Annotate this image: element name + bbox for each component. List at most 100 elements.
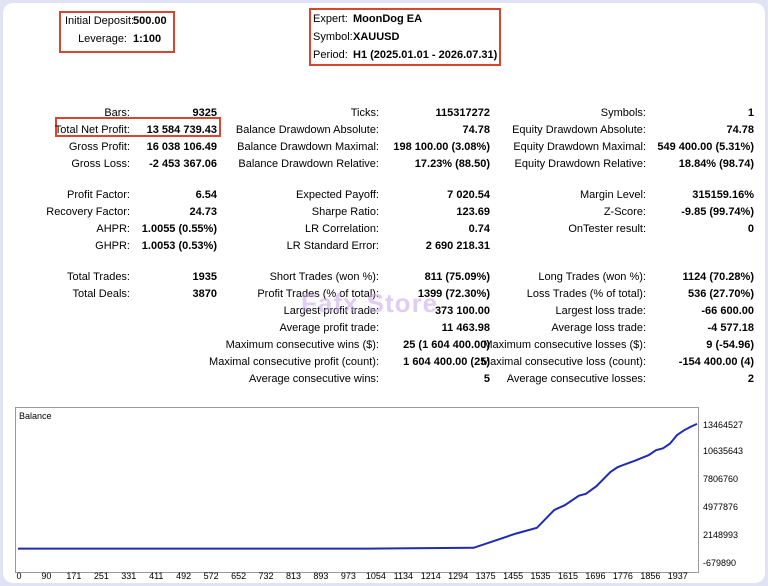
net-profit-box bbox=[55, 117, 221, 137]
avg-profit-label: Average profit trade: bbox=[279, 322, 379, 334]
x-tick-label: 893 bbox=[313, 571, 329, 581]
expert-label: Expert: bbox=[313, 13, 348, 25]
expected-payoff-value: 7 020.54 bbox=[447, 189, 490, 201]
symbol: Symbol:XAUUSD bbox=[313, 30, 399, 44]
long-trades-value: 1124 (70.28%) bbox=[682, 271, 754, 283]
expert-value: MoonDog EA bbox=[353, 13, 423, 25]
x-tick-label: 1455 bbox=[503, 571, 524, 581]
balance-dd-rel-value: 17.23% (88.50) bbox=[414, 158, 490, 170]
lr-std-error-label: LR Standard Error: bbox=[286, 240, 379, 252]
max-cons-wins-label: Maximum consecutive wins ($): bbox=[225, 339, 379, 351]
x-tick-label: 1214 bbox=[420, 571, 441, 581]
largest-profit-label: Largest profit trade: bbox=[283, 305, 379, 317]
expected-payoff-label: Expected Payoff: bbox=[296, 189, 379, 201]
profit-factor-label: Profit Factor: bbox=[67, 189, 130, 201]
loss-trades-label: Loss Trades (% of total): bbox=[526, 288, 646, 300]
x-tick-label: 973 bbox=[340, 571, 356, 581]
ghpr-label: GHPR: bbox=[95, 240, 130, 252]
profit-trades-value: 1399 (72.30%) bbox=[417, 288, 490, 300]
recovery-factor-label: Recovery Factor: bbox=[46, 206, 130, 218]
avg-loss-value: -4 577.18 bbox=[707, 322, 754, 334]
x-tick-label: 1776 bbox=[612, 571, 633, 581]
gross-loss-value: -2 453 367.06 bbox=[149, 158, 217, 170]
x-tick-label: 1937 bbox=[667, 571, 688, 581]
lr-correlation-value: 0.74 bbox=[468, 223, 490, 235]
leverage: Leverage: 1:100 bbox=[65, 32, 161, 46]
deposit-box bbox=[59, 11, 175, 53]
x-tick-label: 813 bbox=[285, 571, 302, 581]
expert: Expert: MoonDog EA bbox=[313, 12, 422, 26]
x-tick-label: 171 bbox=[66, 571, 82, 581]
ahpr-value: 1.0055 (0.55%) bbox=[141, 223, 217, 235]
short-trades-label: Short Trades (won %): bbox=[269, 271, 379, 283]
z-score-value: -9.85 (99.74%) bbox=[681, 206, 754, 218]
x-tick-label: 1535 bbox=[530, 571, 551, 581]
x-tick-label: 492 bbox=[176, 571, 192, 581]
x-tick-label: 331 bbox=[121, 571, 137, 581]
period: Period: H1 (2025.01.01 - 2026.07.31) bbox=[313, 48, 497, 62]
symbols-label: Symbols: bbox=[600, 107, 646, 119]
max-cons-losses-label: Maximum consecutive losses ($): bbox=[483, 339, 646, 351]
total-deals-label: Total Deals: bbox=[72, 288, 130, 300]
avg-cons-losses-value: 2 bbox=[747, 373, 754, 385]
balance-dd-max-label: Balance Drawdown Maximal: bbox=[237, 141, 379, 153]
profit-trades-label: Profit Trades (% of total): bbox=[257, 288, 379, 300]
avg-profit-value: 11 463.98 bbox=[441, 322, 490, 334]
x-tick-label: 572 bbox=[203, 571, 219, 581]
avg-cons-wins-label: Average consecutive wins: bbox=[248, 373, 379, 385]
short-trades-value: 811 (75.09%) bbox=[424, 271, 490, 283]
maximal-cons-loss-label: Maximal consecutive loss (count): bbox=[480, 356, 646, 368]
z-score-label: Z-Score: bbox=[603, 206, 646, 218]
expert-box bbox=[309, 8, 501, 66]
maximal-cons-profit-label: Maximal consecutive profit (count): bbox=[209, 356, 379, 368]
balance-dd-abs-label: Balance Drawdown Absolute: bbox=[235, 124, 379, 136]
gross-loss-label: Gross Loss: bbox=[71, 158, 130, 170]
total-trades-value: 1935 bbox=[192, 271, 217, 283]
equity-dd-rel-value: 18.84% (98.74) bbox=[678, 158, 754, 170]
long-trades-label: Long Trades (won %): bbox=[538, 271, 646, 283]
x-tick-label: 411 bbox=[149, 571, 164, 581]
initial-deposit-value: 500.00 bbox=[133, 15, 167, 27]
y-tick-label: -679890 bbox=[703, 558, 737, 568]
gross-profit-label: Gross Profit: bbox=[68, 141, 130, 153]
total-net-profit-value: 13 584 739.43 bbox=[146, 124, 217, 136]
y-tick-label: 4977876 bbox=[703, 502, 739, 512]
balance-dd-max-value: 198 100.00 (3.08%) bbox=[393, 141, 490, 153]
y-tick-label: 10635643 bbox=[703, 446, 744, 456]
x-tick-label: 0 bbox=[16, 571, 22, 581]
x-tick-label: 1294 bbox=[448, 571, 469, 581]
largest-loss-label: Largest loss trade: bbox=[555, 305, 647, 317]
balance-dd-rel-label: Balance Drawdown Relative: bbox=[238, 158, 379, 170]
symbol-value: XAUUSD bbox=[353, 31, 400, 43]
y-tick-label: 2148993 bbox=[703, 530, 739, 540]
y-tick-label: 7806760 bbox=[703, 474, 739, 484]
margin-level-value: 315159.16% bbox=[692, 189, 754, 201]
balance-line bbox=[18, 422, 698, 550]
initial-deposit-label: Initial Deposit: bbox=[65, 15, 135, 27]
equity-dd-abs-label: Equity Drawdown Absolute: bbox=[512, 124, 646, 136]
avg-cons-losses-label: Average consecutive losses: bbox=[506, 373, 646, 385]
ticks-value: 115317272 bbox=[435, 107, 490, 119]
x-tick-label: 90 bbox=[41, 571, 52, 581]
maximal-cons-loss-value: -154 400.00 (4) bbox=[678, 356, 754, 368]
y-tick-label: 13464527 bbox=[703, 420, 744, 430]
gross-profit-value: 16 038 106.49 bbox=[146, 141, 217, 153]
balance-dd-abs-value: 74.78 bbox=[462, 124, 490, 136]
x-tick-label: 1054 bbox=[365, 571, 386, 581]
equity-dd-max-value: 549 400.00 (5.31%) bbox=[657, 141, 754, 153]
equity-dd-max-label: Equity Drawdown Maximal: bbox=[513, 141, 646, 153]
leverage-label: Leverage: bbox=[78, 33, 127, 45]
period-label: Period: bbox=[313, 49, 348, 61]
max-cons-wins-value: 25 (1 604 400.00) bbox=[403, 339, 490, 351]
ontester-result-label: OnTester result: bbox=[568, 223, 646, 235]
ahpr-label: AHPR: bbox=[96, 223, 130, 235]
loss-trades-value: 536 (27.70%) bbox=[687, 288, 754, 300]
lr-correlation-label: LR Correlation: bbox=[305, 223, 379, 235]
total-deals-value: 3870 bbox=[192, 288, 217, 300]
x-tick-label: 732 bbox=[258, 571, 274, 581]
x-tick-label: 251 bbox=[93, 571, 109, 581]
symbols-value: 1 bbox=[747, 107, 754, 119]
max-cons-losses-value: 9 (-54.96) bbox=[706, 339, 754, 351]
ontester-result-value: 0 bbox=[747, 223, 754, 235]
x-tick-label: 1615 bbox=[557, 571, 579, 581]
